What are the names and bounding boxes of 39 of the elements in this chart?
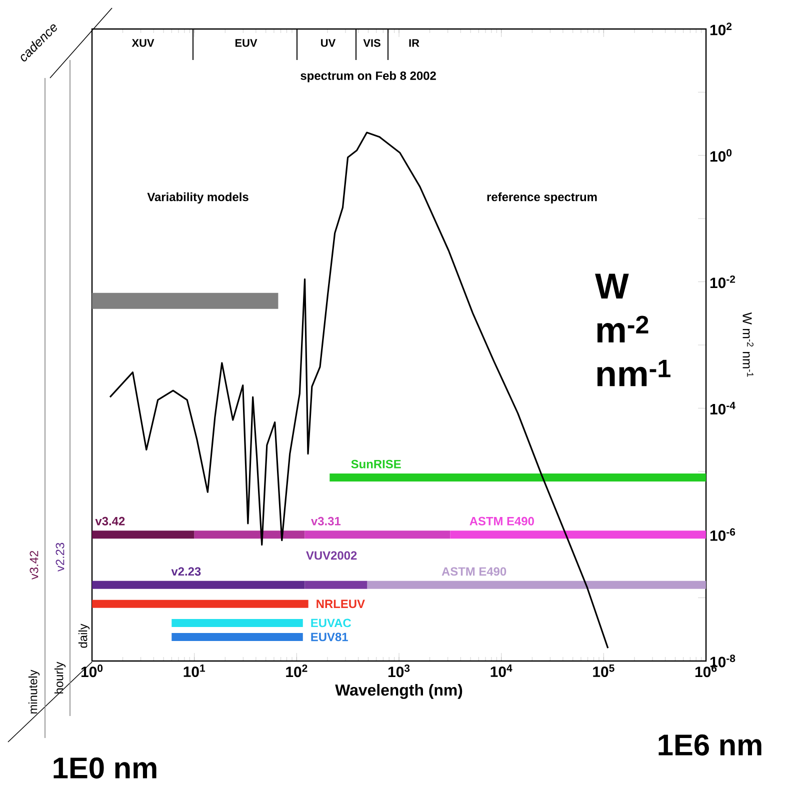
series-label: v3.42 xyxy=(95,516,125,526)
series-label: ASTM E490 xyxy=(470,516,534,526)
text: 1E6 nm xyxy=(658,734,762,756)
y-tick-label: 10$^{-4}$ xyxy=(710,402,736,414)
annotation: UV xyxy=(321,39,336,47)
text: hourly xyxy=(54,662,66,694)
y-tick-label: 10$^{0}$ xyxy=(710,149,732,162)
x-tick-label: 10$^{5}$ xyxy=(593,664,614,678)
text: spectrum on Feb 8 2002 xyxy=(300,71,436,82)
y-tick-label: 10$^{-6}$ xyxy=(710,528,736,541)
x-tick-label: 10$^{2}$ xyxy=(286,664,308,678)
x-tick-label: 10$^{4}$ xyxy=(490,664,512,678)
text: v2.23 xyxy=(56,542,64,572)
text: v3.42 xyxy=(30,550,38,580)
text: minutely xyxy=(28,670,40,714)
annotation: XUV xyxy=(132,39,154,47)
annotation: VIS xyxy=(363,39,380,47)
annotation: IR xyxy=(409,39,420,47)
series-label: v3.31 xyxy=(311,516,341,526)
text: VUV2002 xyxy=(306,551,357,560)
series-label: ASTM E490 xyxy=(442,567,506,576)
annotation: reference spectrum xyxy=(487,192,597,204)
y-axis-title: W m$^{-2}$ nm$^{-1}$ xyxy=(742,312,754,377)
series-label: v2.23 xyxy=(171,567,201,576)
text: W m$^{-2}$ nm$^{-1}$ xyxy=(595,274,670,386)
series-label: EUVAC xyxy=(311,618,352,628)
x-tick-label: 10$^{1}$ xyxy=(184,664,206,678)
text: daily xyxy=(78,624,90,648)
x-tick-label: 10$^{3}$ xyxy=(388,664,410,678)
series-label: NRLEUV xyxy=(316,600,365,608)
x-tick-label: 10$^{0}$ xyxy=(81,664,103,678)
text: 1E0 nm xyxy=(54,757,156,779)
annotation: EUV xyxy=(235,39,258,47)
x-axis-title: Wavelength (nm) xyxy=(335,684,462,699)
series-label: SunRISE xyxy=(351,460,401,468)
y-tick-label: 10$^{2}$ xyxy=(710,22,732,36)
annotation: Variability models xyxy=(147,192,248,204)
y-tick-label: 10$^{-2}$ xyxy=(710,275,736,288)
series-label: EUV81 xyxy=(311,632,348,642)
